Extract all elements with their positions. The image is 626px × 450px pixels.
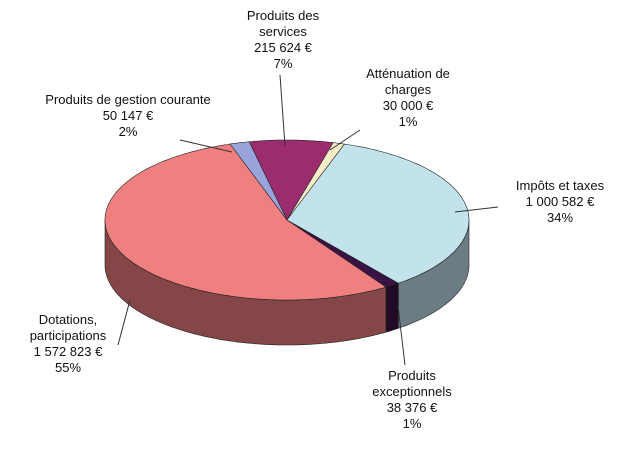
- category-label: Produits de gestion courante: [45, 92, 211, 107]
- leader-line: [179, 139, 233, 153]
- slice: [286, 143, 470, 284]
- slice-side: [385, 282, 399, 333]
- slice: [229, 141, 288, 221]
- percent-label: 7%: [273, 56, 293, 71]
- value-label: 38 376 €: [386, 400, 438, 415]
- slice-label: Dotations, participations 1 572 823 €55%: [13, 312, 123, 376]
- value-label: 50 147 €: [102, 108, 154, 123]
- leader-line: [454, 206, 499, 213]
- leader-line: [397, 305, 406, 366]
- category-label: Impôts et taxes: [515, 178, 605, 193]
- slice-label: Produits des services 215 624 €7%: [223, 8, 343, 72]
- slice-label: Produits exceptionnels 38 376 €1%: [357, 368, 467, 432]
- leader-line: [279, 74, 286, 147]
- category-label: Atténuation de charges: [366, 66, 450, 97]
- percent-label: 1%: [402, 416, 422, 431]
- slice-label: Impôts et taxes 1 000 582 €34%: [495, 178, 625, 226]
- percent-label: 34%: [546, 210, 574, 225]
- percent-label: 55%: [54, 360, 82, 375]
- slice: [248, 139, 334, 221]
- value-label: 215 624 €: [254, 40, 312, 55]
- slice-label: Atténuation de charges 30 000 €1%: [352, 66, 464, 130]
- category-label: Dotations, participations: [29, 312, 107, 343]
- category-label: Produits des services: [246, 8, 320, 39]
- percent-label: 2%: [118, 124, 138, 139]
- category-label: Produits exceptionnels: [372, 368, 452, 399]
- slice: [104, 143, 387, 301]
- value-label: 1 572 823 €: [33, 344, 103, 359]
- value-label: 30 000 €: [382, 98, 434, 113]
- leader-line: [329, 129, 361, 151]
- slice-label: Produits de gestion courante 50 147 €2%: [43, 92, 213, 140]
- leader-line: [117, 299, 131, 346]
- slice: [286, 219, 400, 288]
- percent-label: 1%: [398, 114, 418, 129]
- value-label: 1 000 582 €: [525, 194, 595, 209]
